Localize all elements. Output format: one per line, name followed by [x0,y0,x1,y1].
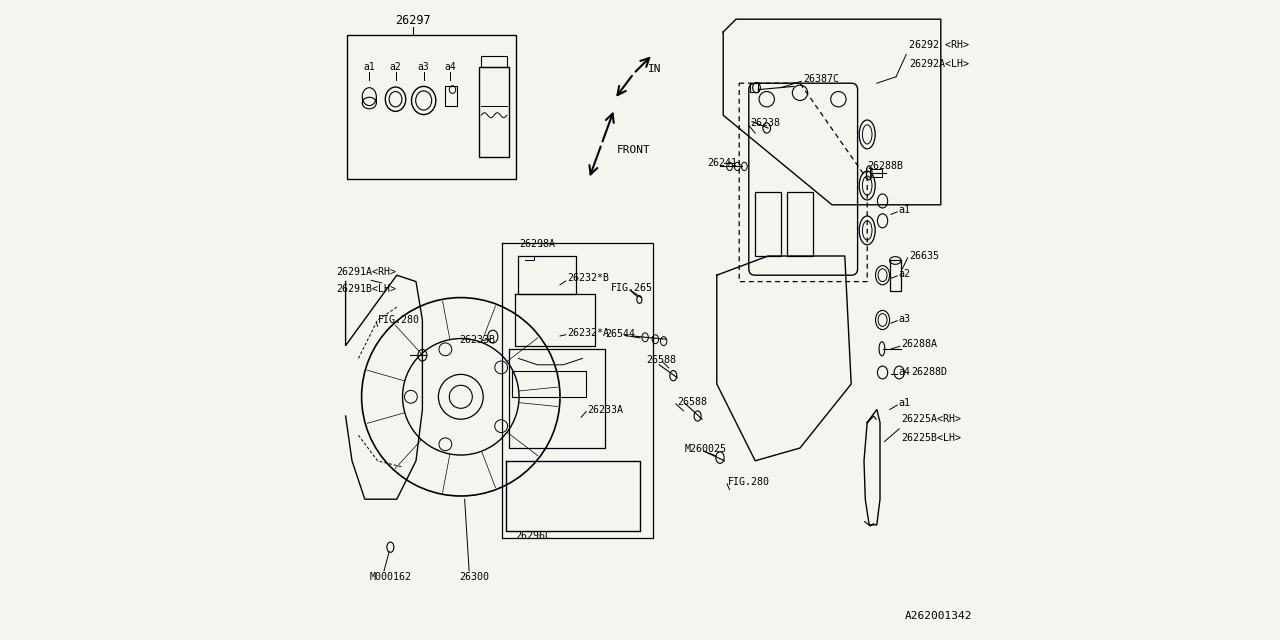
Bar [445,86,457,106]
Text: FIG.280: FIG.280 [378,315,420,325]
Text: 26238: 26238 [750,118,780,128]
Text: 26288A: 26288A [901,339,937,349]
Text: 26288D: 26288D [911,367,947,378]
Text: a3: a3 [417,62,430,72]
Text: a1: a1 [899,205,910,215]
Bar [750,83,758,92]
Text: FIG.280: FIG.280 [728,477,771,487]
Text: 26292A<LH>: 26292A<LH> [909,59,969,69]
Text: 26387C: 26387C [804,74,840,84]
Text: 26288B: 26288B [868,161,904,172]
Text: a2: a2 [389,62,402,72]
Text: A262001342: A262001342 [905,611,972,621]
Bar [481,56,507,67]
Text: 26292 <RH>: 26292 <RH> [909,40,969,50]
Text: a1: a1 [364,62,375,72]
Text: a2: a2 [899,269,910,279]
Text: 26544: 26544 [605,329,635,339]
Text: 26296C: 26296C [516,531,552,541]
Text: 26225A<RH>: 26225A<RH> [901,414,961,424]
Text: FIG.265: FIG.265 [612,283,653,293]
Bar [890,260,901,291]
Text: a3: a3 [899,314,910,324]
Text: 26233A: 26233A [588,404,623,415]
Text: 26635: 26635 [909,251,938,261]
Text: 26241: 26241 [708,158,737,168]
Text: a1: a1 [899,398,910,408]
Bar [870,169,882,177]
Text: 26588: 26588 [677,397,707,407]
Text: 26232*B: 26232*B [567,273,609,284]
Bar [755,192,781,256]
Text: 26297: 26297 [396,14,430,27]
Text: 26291A<RH>: 26291A<RH> [335,267,396,277]
Text: M260025: M260025 [685,444,727,454]
Text: IN: IN [648,64,662,74]
Text: 26232*A: 26232*A [567,328,609,338]
Text: FRONT: FRONT [617,145,650,156]
Text: a4: a4 [899,367,910,378]
Bar [787,192,813,256]
Bar [479,67,509,157]
Text: 26298A: 26298A [520,239,556,250]
Text: a4: a4 [444,62,456,72]
Text: 26291B<LH>: 26291B<LH> [335,284,396,294]
Text: 26233B: 26233B [460,335,495,346]
Text: 26588: 26588 [646,355,676,365]
Text: 26225B<LH>: 26225B<LH> [901,433,961,444]
Text: M000162: M000162 [370,572,412,582]
Text: 26300: 26300 [460,572,489,582]
Bar [347,35,517,179]
